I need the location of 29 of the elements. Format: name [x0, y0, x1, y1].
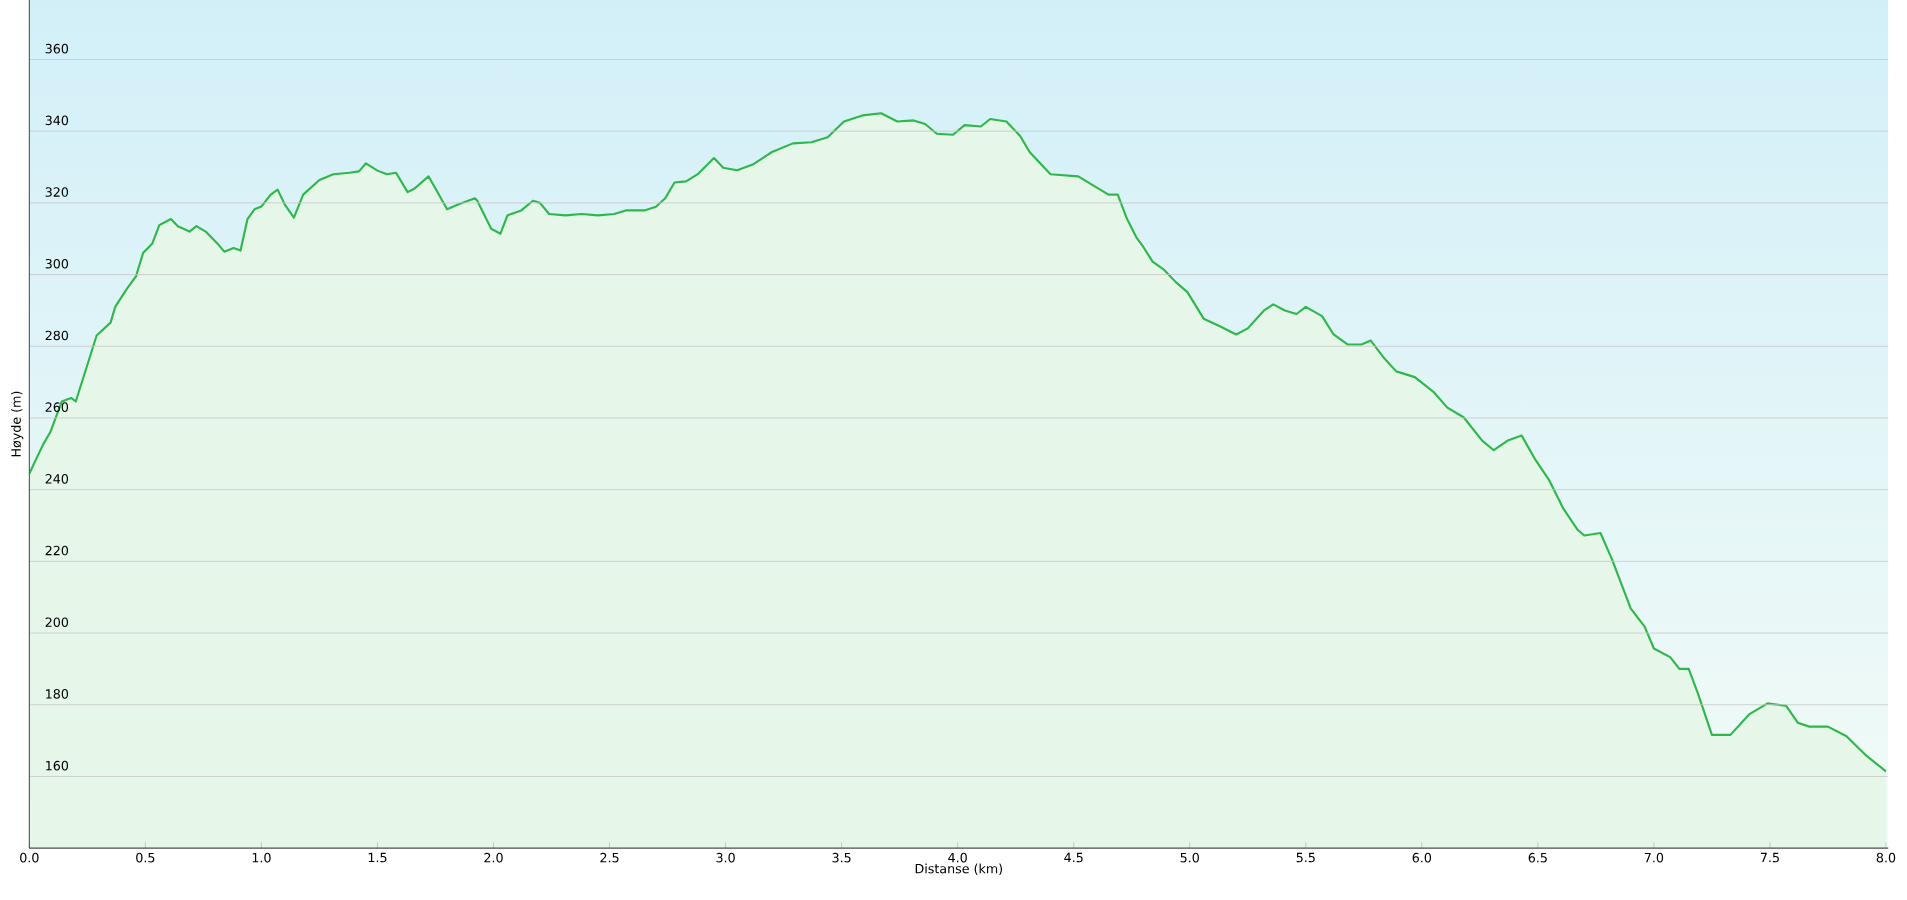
x-tick-label: 0.5 — [136, 852, 155, 863]
x-tick-label: 7.0 — [1644, 852, 1664, 863]
x-tick-label: 3.0 — [716, 852, 735, 863]
x-tick-label: 6.0 — [1412, 852, 1432, 863]
y-tick-label: 320 — [45, 187, 69, 197]
x-tick-label: 4.5 — [1064, 852, 1083, 863]
y-tick-label: 340 — [45, 115, 69, 126]
y-tick-label: 360 — [45, 43, 69, 54]
x-tick-label: 2.5 — [600, 852, 619, 863]
y-tick-label: 200 — [45, 617, 69, 627]
x-tick-label: 5.0 — [1180, 852, 1199, 863]
x-tick-label: 7.5 — [1760, 852, 1779, 863]
x-tick-label: 2.0 — [484, 852, 503, 863]
y-axis-title: Høyde (m) — [11, 391, 24, 457]
y-tick-label: 180 — [46, 689, 69, 699]
x-tick-label: 5.5 — [1296, 852, 1315, 863]
x-tick-label: 1.0 — [252, 852, 271, 863]
x-tick-label: 3.5 — [832, 852, 851, 863]
x-axis-title: Distanse (km) — [915, 863, 1003, 875]
y-tick-label: 300 — [45, 258, 69, 269]
y-tick-label: 280 — [45, 330, 69, 341]
x-tick-label: 1.5 — [368, 852, 387, 863]
y-tick-label: 160 — [46, 760, 69, 771]
y-tick-label: 220 — [45, 545, 69, 556]
x-tick-label: 0.0 — [20, 852, 39, 863]
y-tick-label: 240 — [45, 473, 69, 484]
x-tick-label: 8.0 — [1876, 852, 1896, 863]
x-tick-label: 6.5 — [1528, 852, 1547, 863]
x-tick-label: 4.0 — [948, 852, 967, 863]
